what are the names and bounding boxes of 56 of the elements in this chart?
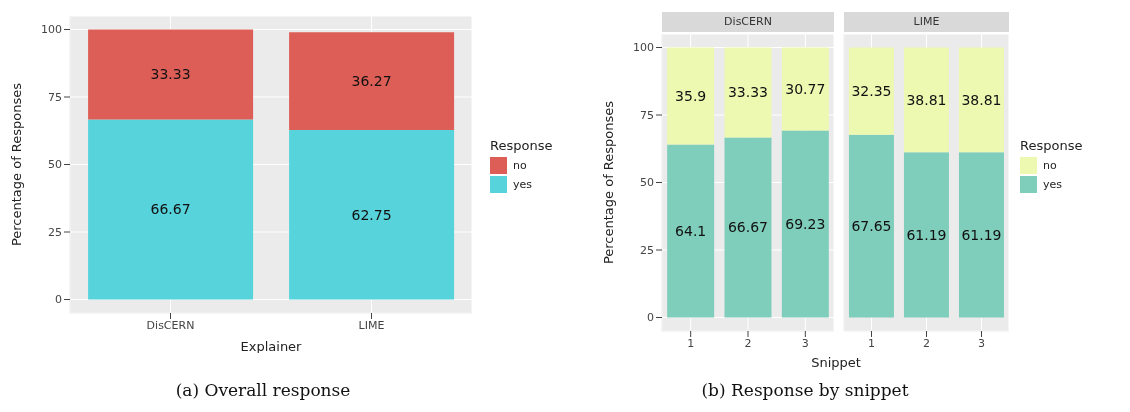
legend-title: Response (1020, 138, 1083, 153)
legend-label: yes (513, 178, 533, 191)
y-tick-label: 50 (48, 158, 62, 172)
x-tick-label: 3 (978, 336, 985, 350)
legend-label: yes (1043, 178, 1063, 191)
y-tick-label: 100 (633, 41, 654, 55)
chart-title: LIME (844, 12, 1009, 32)
x-axis-title: Explainer (240, 339, 303, 354)
data-label: 66.67 (150, 201, 191, 218)
bar (289, 32, 455, 131)
data-label: 67.65 (851, 218, 892, 235)
legend-label: no (1043, 159, 1057, 172)
x-tick-label: 3 (801, 336, 809, 350)
x-tick-label: 2 (923, 336, 930, 350)
y-tick-label: 50 (640, 176, 654, 190)
bar (724, 47, 772, 138)
y-tick-label: 75 (640, 108, 654, 122)
data-label: 33.33 (727, 84, 769, 101)
data-label: 33.33 (150, 66, 191, 83)
bar (667, 47, 715, 145)
text: (a) Overall response (174, 380, 352, 400)
y-axis-title: Percentage of Responses (8, 82, 24, 247)
data-label: 64.1 (675, 222, 707, 239)
bar (724, 137, 772, 318)
data-label: 38.81 (906, 91, 947, 108)
data-label: 36.27 (351, 73, 392, 90)
data-label: 35.9 (675, 87, 707, 104)
legend-label: no (513, 159, 527, 172)
y-tick-label: 0 (647, 311, 654, 325)
y-tick-label: 0 (55, 293, 62, 307)
data-label: 61.19 (906, 226, 947, 243)
bar (88, 119, 254, 300)
x-tick-label: 1 (687, 336, 695, 350)
x-tick-label: 1 (868, 336, 875, 350)
text: (b) Response by snippet (700, 380, 910, 400)
bar (667, 144, 715, 318)
y-tick-label: 25 (48, 225, 62, 239)
x-tick-label: 2 (744, 336, 752, 350)
y-tick-label: 100 (41, 23, 62, 37)
chart-title: DisCERN (662, 12, 834, 32)
data-label: 32.35 (851, 83, 892, 100)
data-label: 38.81 (961, 91, 1002, 108)
bar (781, 130, 829, 318)
data-label: 66.67 (727, 219, 769, 236)
bar (88, 29, 254, 120)
data-label: 30.77 (785, 81, 826, 98)
y-tick-label: 75 (48, 90, 62, 104)
data-label: 69.23 (785, 216, 826, 233)
legend-title: Response (490, 138, 553, 153)
data-label: 62.75 (351, 206, 392, 223)
bar (289, 130, 455, 300)
data-label: 61.19 (961, 226, 1002, 243)
x-axis-title: Snippet (810, 355, 862, 370)
y-tick-label: 25 (640, 243, 654, 257)
y-axis-title: Percentage of Responses (600, 100, 616, 265)
bar (781, 47, 829, 131)
